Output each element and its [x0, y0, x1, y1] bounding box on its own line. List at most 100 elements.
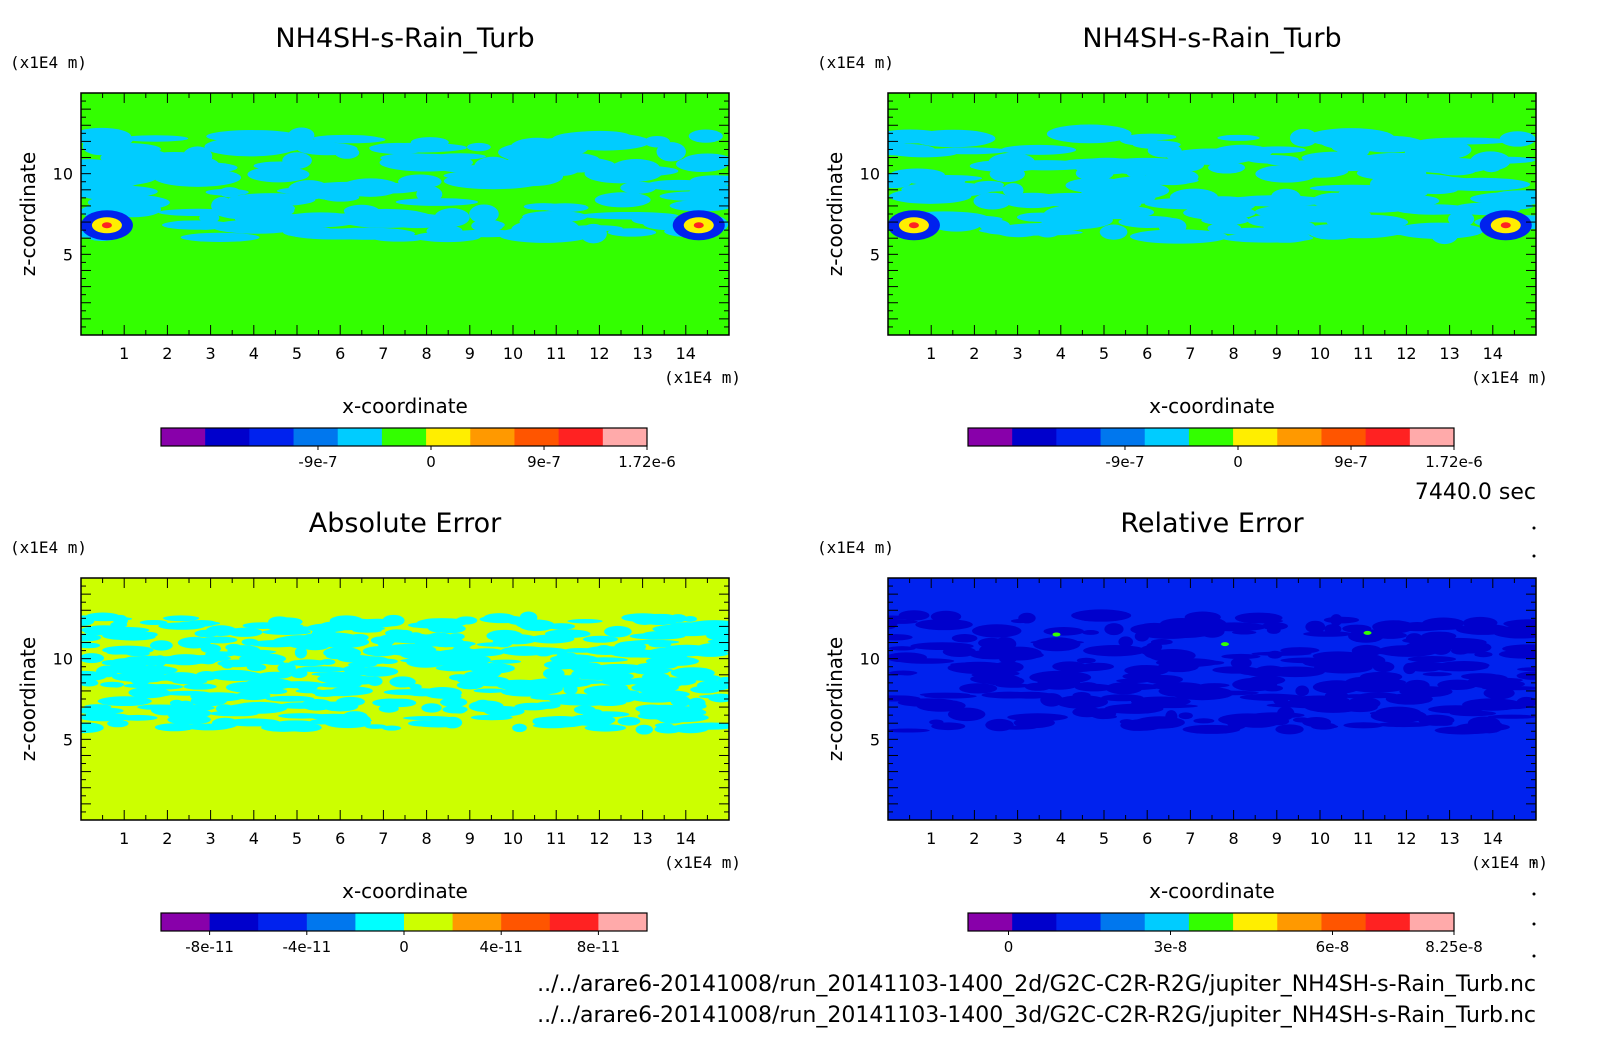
- contour-blob: [211, 671, 264, 682]
- contour-blob: [1007, 713, 1068, 722]
- contour-blob: [669, 614, 687, 623]
- contour-blob: [438, 693, 462, 700]
- contour-blob: [382, 725, 402, 731]
- contour-blob: [523, 203, 564, 211]
- contour-blob: [1198, 618, 1227, 631]
- colorbar-swatch: [1365, 428, 1411, 446]
- y-tick-label: 10: [53, 165, 73, 184]
- colorbar-label: 6e-8: [1316, 938, 1350, 956]
- contour-blob: [201, 636, 238, 644]
- contour-blob: [920, 215, 1003, 223]
- colorbar-swatch: [1233, 913, 1278, 931]
- contour-blob: [100, 148, 170, 168]
- chart-panel-4: Relative Error(x1E4 m)1 2 3 4 5 6 7 8 9 10 11 12 13 1…: [817, 508, 1548, 956]
- contour-blob: [1366, 629, 1389, 639]
- colorbar-swatch: [1100, 913, 1146, 931]
- contour-blob: [389, 676, 416, 688]
- contour-blob: [1456, 623, 1511, 635]
- contour-blob: [1042, 206, 1084, 226]
- contour-blob: [1007, 691, 1053, 699]
- x-axis-label: x-coordinate: [1149, 879, 1275, 903]
- contour-blob: [194, 629, 219, 638]
- contour-blob: [670, 667, 715, 679]
- contour-blob: [1118, 636, 1134, 648]
- contour-blob: [1516, 671, 1536, 680]
- contour-blob: [1305, 620, 1326, 634]
- y-tick-label: 10: [860, 165, 880, 184]
- x-tick-label: 3: [1013, 829, 1023, 848]
- contour-blob: [107, 719, 129, 728]
- contour-blob: [662, 682, 679, 692]
- contour-blob: [440, 697, 468, 708]
- colorbar-label: 1.72e-6: [618, 453, 676, 471]
- contour-blob: [1391, 622, 1447, 632]
- contour-blob: [466, 142, 491, 152]
- colorbar-label: 9e-7: [527, 453, 561, 471]
- contour-blob: [576, 673, 620, 681]
- contour-blob: [186, 619, 217, 627]
- colorbar-swatch: [1365, 913, 1411, 931]
- contour-blob: [1002, 183, 1024, 198]
- contour-blob: [621, 613, 665, 623]
- contour-blob: [901, 182, 993, 198]
- contour-blob: [612, 159, 660, 177]
- contour-blob: [916, 699, 966, 712]
- contour-blob: [1499, 131, 1536, 147]
- contour-blob: [1340, 192, 1413, 208]
- contour-blob: [239, 653, 287, 665]
- colorbar-swatch: [1056, 428, 1102, 446]
- contour-blob: [1077, 682, 1098, 688]
- contour-blob: [416, 618, 468, 628]
- contour-blob: [264, 688, 288, 695]
- contour-blob: [473, 688, 507, 693]
- contour-blob: [1207, 222, 1242, 234]
- contour-blob: [246, 721, 280, 727]
- colorbar-swatch: [1056, 913, 1102, 931]
- contour-blob: [271, 223, 317, 233]
- contour-blob: [122, 135, 189, 142]
- contour-blob: [959, 683, 998, 694]
- contour-blob: [594, 192, 651, 208]
- contour-blob: [1404, 679, 1430, 692]
- contour-blob: [506, 617, 539, 626]
- x-tick-label: 4: [249, 344, 259, 363]
- y-unit-label: (x1E4 m): [10, 538, 87, 557]
- edge-dot: [1532, 954, 1536, 958]
- contour-blob: [1303, 631, 1353, 637]
- contour-blob: [110, 682, 123, 688]
- contour-blob: [1263, 219, 1316, 235]
- contour-blob: [1463, 203, 1496, 214]
- colorbar-swatch: [249, 428, 295, 446]
- contour-blob: [888, 695, 921, 702]
- x-unit-label: (x1E4 m): [1471, 368, 1548, 387]
- contour-blob: [888, 646, 916, 651]
- contour-blob: [689, 184, 729, 198]
- colorbar-label: 8.25e-8: [1425, 938, 1483, 956]
- contour-blob: [180, 657, 219, 664]
- contour-blob: [139, 619, 168, 626]
- colorbar-label: 0: [1004, 938, 1014, 956]
- colorbar-swatch: [1409, 913, 1455, 931]
- x-axis-label: x-coordinate: [1149, 394, 1275, 418]
- contour-blob: [324, 717, 371, 729]
- footer-path-2d: ../../arare6-20141008/run_20141103-1400_…: [537, 972, 1536, 997]
- contour-blob: [692, 650, 729, 657]
- contour-blob: [1372, 661, 1395, 673]
- x-tick-label: 4: [1056, 829, 1066, 848]
- contour-blob: [1377, 160, 1403, 170]
- contour-blob: [1067, 160, 1105, 169]
- contour-field: [81, 611, 729, 735]
- colorbar-swatch: [161, 428, 206, 446]
- contour-blob: [151, 704, 180, 716]
- x-unit-label: (x1E4 m): [1471, 853, 1548, 872]
- x-tick-label: 5: [1099, 829, 1109, 848]
- colorbar-swatch: [1277, 428, 1322, 446]
- contour-blob: [645, 656, 699, 667]
- edge-dot: [1532, 554, 1536, 558]
- contour-blob: [1277, 706, 1295, 721]
- contour-blob: [898, 610, 930, 621]
- contour-blob: [370, 636, 390, 645]
- contour-blob: [225, 643, 243, 651]
- colorbar-swatch: [968, 428, 1013, 446]
- contour-blob: [654, 713, 709, 723]
